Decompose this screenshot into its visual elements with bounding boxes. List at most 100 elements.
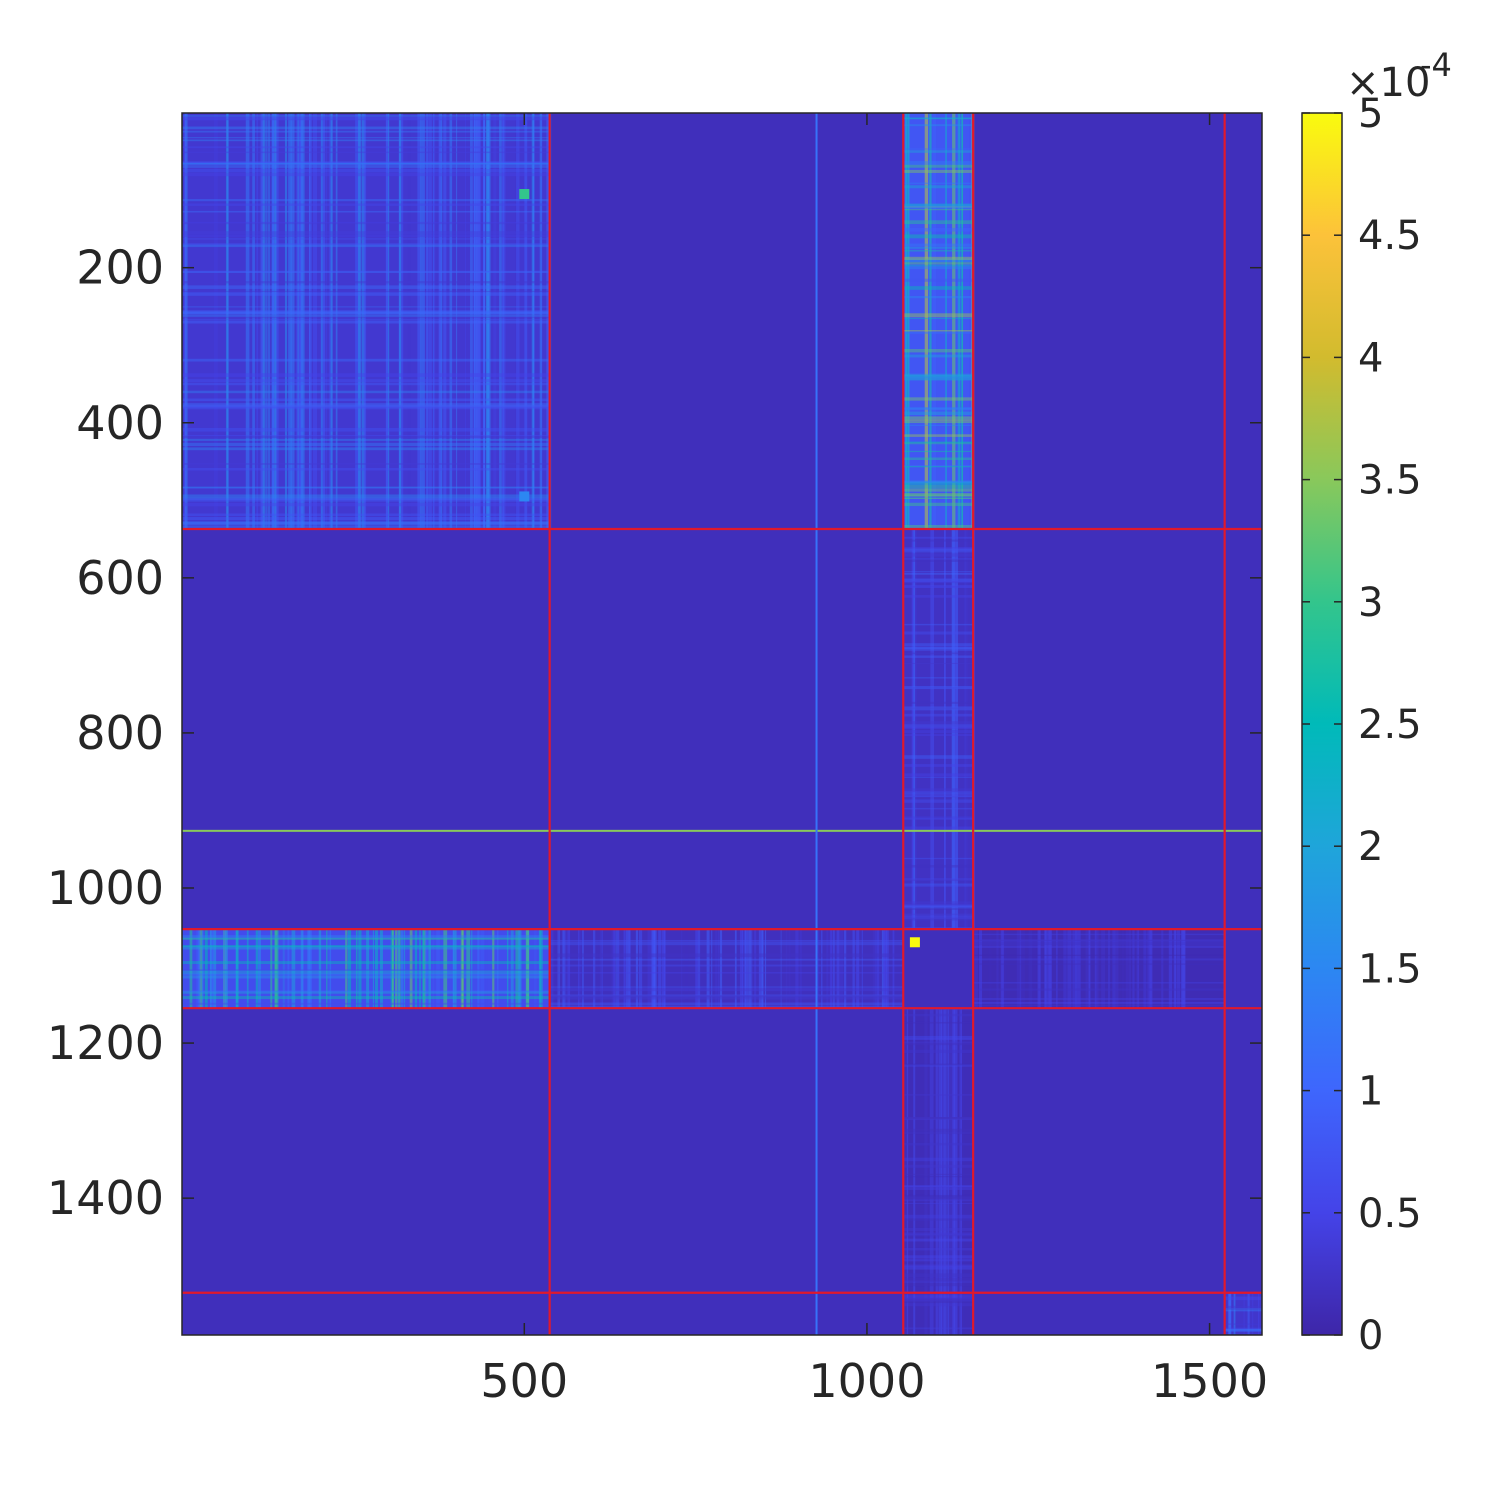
matrix-column-streak bbox=[274, 929, 279, 1009]
matrix-column-streak bbox=[492, 929, 495, 1009]
matrix-column-streak bbox=[1125, 929, 1129, 1009]
matrix-column-streak bbox=[1021, 929, 1025, 1009]
matrix-column-streak bbox=[929, 1008, 934, 1335]
matrix-column-streak bbox=[301, 113, 305, 529]
matrix-row-streak bbox=[903, 1283, 974, 1287]
matrix-row-streak bbox=[903, 643, 974, 647]
matrix-column-streak bbox=[436, 929, 440, 1009]
matrix-column-streak bbox=[1028, 929, 1033, 1009]
x-axis: 500 1000 1500 bbox=[480, 113, 1268, 1408]
matrix-column-streak bbox=[374, 929, 378, 1009]
matrix-row-streak bbox=[903, 203, 974, 207]
matrix-row-streak bbox=[182, 172, 550, 177]
matrix-row-streak bbox=[549, 994, 904, 997]
matrix-column-streak bbox=[872, 929, 876, 1009]
matrix-column-streak bbox=[291, 929, 296, 1009]
matrix-row-streak bbox=[182, 970, 550, 974]
matrix-row-streak bbox=[973, 997, 1225, 1000]
matrix-column-streak bbox=[883, 929, 887, 1009]
matrix-column-streak bbox=[385, 113, 389, 529]
matrix-row-streak bbox=[549, 986, 904, 988]
matrix-column-streak bbox=[270, 929, 273, 1009]
matrix-row-streak bbox=[903, 1128, 974, 1132]
matrix-row-streak bbox=[903, 685, 974, 690]
matrix-column-streak bbox=[345, 929, 348, 1009]
matrix-row-streak bbox=[903, 662, 974, 664]
matrix-row-streak bbox=[182, 231, 550, 235]
matrix-column-streak bbox=[557, 929, 560, 1009]
matrix-column-streak bbox=[613, 929, 616, 1009]
matrix-column-streak bbox=[748, 929, 753, 1009]
matrix-row-streak bbox=[549, 995, 904, 998]
matrix-row-streak bbox=[903, 1233, 974, 1237]
matrix-column-streak bbox=[956, 528, 958, 930]
matrix-row-streak bbox=[182, 403, 550, 407]
matrix-row-streak bbox=[182, 945, 550, 948]
matrix-column-streak bbox=[432, 929, 435, 1009]
matrix-column-streak bbox=[577, 929, 580, 1009]
matrix-row-streak bbox=[903, 559, 974, 562]
matrix-column-streak bbox=[785, 929, 788, 1009]
matrix-row-streak bbox=[903, 1094, 974, 1096]
matrix-row-streak bbox=[1224, 1328, 1262, 1332]
matrix-column-streak bbox=[883, 929, 885, 1009]
matrix-column-streak bbox=[358, 929, 362, 1009]
matrix-column-streak bbox=[1077, 929, 1081, 1009]
matrix-column-streak bbox=[957, 113, 961, 529]
matrix-column-streak bbox=[947, 1008, 950, 1335]
matrix-row-streak bbox=[903, 652, 974, 655]
matrix-row-streak bbox=[903, 1297, 974, 1301]
matrix-column-streak bbox=[955, 113, 958, 529]
matrix-column-streak bbox=[1066, 929, 1071, 1009]
matrix-row-streak bbox=[903, 524, 974, 529]
matrix-column-streak bbox=[952, 1008, 956, 1335]
matrix-column-streak bbox=[322, 113, 325, 529]
matrix-row-streak bbox=[903, 164, 974, 168]
matrix-column-streak bbox=[358, 113, 360, 529]
matrix-row-streak bbox=[973, 981, 1225, 984]
matrix-row-streak bbox=[182, 406, 550, 410]
matrix-column-streak bbox=[499, 113, 502, 529]
matrix-row-streak bbox=[903, 795, 974, 798]
x-tick-label: 1500 bbox=[1151, 1354, 1268, 1408]
matrix-row-streak bbox=[903, 457, 974, 460]
colorbar-tick-label: 4.5 bbox=[1358, 213, 1422, 259]
matrix-column-streak bbox=[395, 929, 398, 1009]
matrix-row-streak bbox=[903, 903, 974, 907]
matrix-column-streak bbox=[265, 113, 267, 529]
matrix-column-streak bbox=[598, 929, 603, 1009]
matrix-row-streak bbox=[903, 376, 974, 380]
matrix-column-streak bbox=[953, 528, 958, 930]
matrix-column-streak bbox=[470, 113, 473, 529]
matrix-column-streak bbox=[449, 113, 453, 529]
matrix-row-streak bbox=[903, 1021, 974, 1024]
matrix-column-streak bbox=[1095, 929, 1097, 1009]
matrix-column-streak bbox=[635, 929, 639, 1009]
matrix-row-streak bbox=[182, 990, 550, 993]
matrix-row-streak bbox=[903, 646, 974, 651]
matrix-column-streak bbox=[905, 113, 910, 529]
matrix-row-streak bbox=[182, 996, 550, 1000]
matrix-row-streak bbox=[903, 258, 974, 263]
matrix-column-streak bbox=[540, 113, 542, 529]
matrix-column-streak bbox=[476, 113, 479, 529]
matrix-row-streak bbox=[182, 203, 550, 206]
matrix-row-streak bbox=[182, 404, 550, 409]
matrix-column-streak bbox=[387, 113, 390, 529]
matrix-row-streak bbox=[1224, 1323, 1262, 1325]
matrix-row-streak bbox=[903, 243, 974, 247]
matrix-row-streak bbox=[182, 398, 550, 402]
matrix-row-streak bbox=[182, 139, 550, 142]
matrix-row-streak bbox=[903, 378, 974, 381]
matrix-row-streak bbox=[903, 571, 974, 573]
matrix-row-streak bbox=[903, 185, 974, 189]
y-tick-label: 1400 bbox=[47, 1171, 164, 1225]
matrix-column-streak bbox=[835, 929, 840, 1009]
matrix-row-streak bbox=[903, 1185, 974, 1187]
matrix-row-streak bbox=[1224, 1327, 1262, 1331]
matrix-column-streak bbox=[856, 929, 860, 1009]
matrix-row-streak bbox=[903, 904, 974, 908]
matrix-column-streak bbox=[1148, 929, 1152, 1009]
matrix-row-streak bbox=[903, 250, 974, 252]
colorbar-exponent: -4 bbox=[1420, 46, 1452, 84]
